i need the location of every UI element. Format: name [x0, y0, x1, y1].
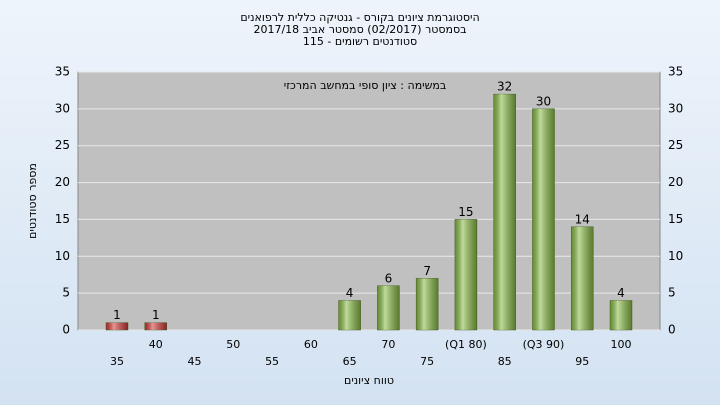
- y2-tick-label: 25: [668, 138, 683, 152]
- data-label: 1: [152, 308, 160, 322]
- y-tick-label: 20: [55, 175, 70, 189]
- y-tick-label: 30: [55, 101, 70, 115]
- data-label: 7: [423, 264, 431, 278]
- x-tick-label: 95: [575, 355, 589, 368]
- x-tick-label: (Q3 90): [523, 338, 565, 351]
- chart-title: היסטוגרמת ציונים בקורס - גנטיקה כללית לר…: [240, 11, 479, 24]
- x-tick-label: 40: [149, 338, 163, 351]
- data-label: 4: [617, 286, 625, 300]
- bar-shine: [493, 94, 516, 330]
- y-tick-label: 15: [55, 212, 70, 226]
- bar-shine: [338, 300, 361, 330]
- bar-shine: [106, 322, 128, 330]
- x-tick-label: 70: [381, 338, 395, 351]
- data-label: 4: [346, 286, 354, 300]
- plot-area: [77, 71, 661, 331]
- bar-shine: [416, 278, 439, 330]
- y2-tick-label: 15: [668, 212, 683, 226]
- data-label: 1: [113, 308, 121, 322]
- y-tick-label: 0: [62, 323, 70, 337]
- chart-subtitle: בסמסטר (02/2017) סמסטר אביב 2017/18: [253, 23, 466, 36]
- y2-tick-label: 10: [668, 249, 683, 263]
- y-tick-label: 35: [55, 65, 70, 79]
- y-tick-label: 10: [55, 249, 70, 263]
- annotation: במשימה : ציון סופי במחשב המרכזי: [284, 79, 447, 92]
- y2-tick-label: 20: [668, 175, 683, 189]
- y-tick-label: 25: [55, 138, 70, 152]
- x-tick-label: 75: [420, 355, 434, 368]
- x-tick-label: 60: [304, 338, 318, 351]
- y2-tick-label: 35: [668, 65, 683, 79]
- x-tick-label: 100: [611, 338, 632, 351]
- bar-shine: [377, 285, 400, 330]
- bar-shine: [144, 322, 167, 330]
- x-tick-label: 50: [226, 338, 240, 351]
- data-label: 14: [575, 212, 590, 226]
- data-label: 6: [385, 271, 393, 285]
- bar-shine: [532, 108, 555, 330]
- x-tick-label: 85: [498, 355, 512, 368]
- x-tick-label: 65: [343, 355, 357, 368]
- y2-tick-label: 30: [668, 101, 683, 115]
- bar-shine: [454, 219, 477, 330]
- x-tick-label: 55: [265, 355, 279, 368]
- y2-tick-label: 5: [668, 286, 676, 300]
- data-label: 15: [458, 205, 473, 219]
- bar-shine: [571, 226, 594, 330]
- x-tick-label: (Q1 80): [445, 338, 487, 351]
- x-tick-label: 45: [188, 355, 202, 368]
- chart-subtitle: סטודנטים רשומים - 115: [303, 35, 417, 48]
- x-tick-label: 35: [110, 355, 124, 368]
- data-label: 32: [497, 80, 512, 94]
- y-tick-label: 5: [62, 286, 70, 300]
- y-axis-label: מספר סטודנטים: [26, 163, 39, 239]
- data-label: 30: [536, 94, 551, 108]
- x-axis-label: טווח ציונים: [344, 374, 394, 387]
- bar-shine: [610, 300, 632, 330]
- y2-tick-label: 0: [668, 323, 676, 337]
